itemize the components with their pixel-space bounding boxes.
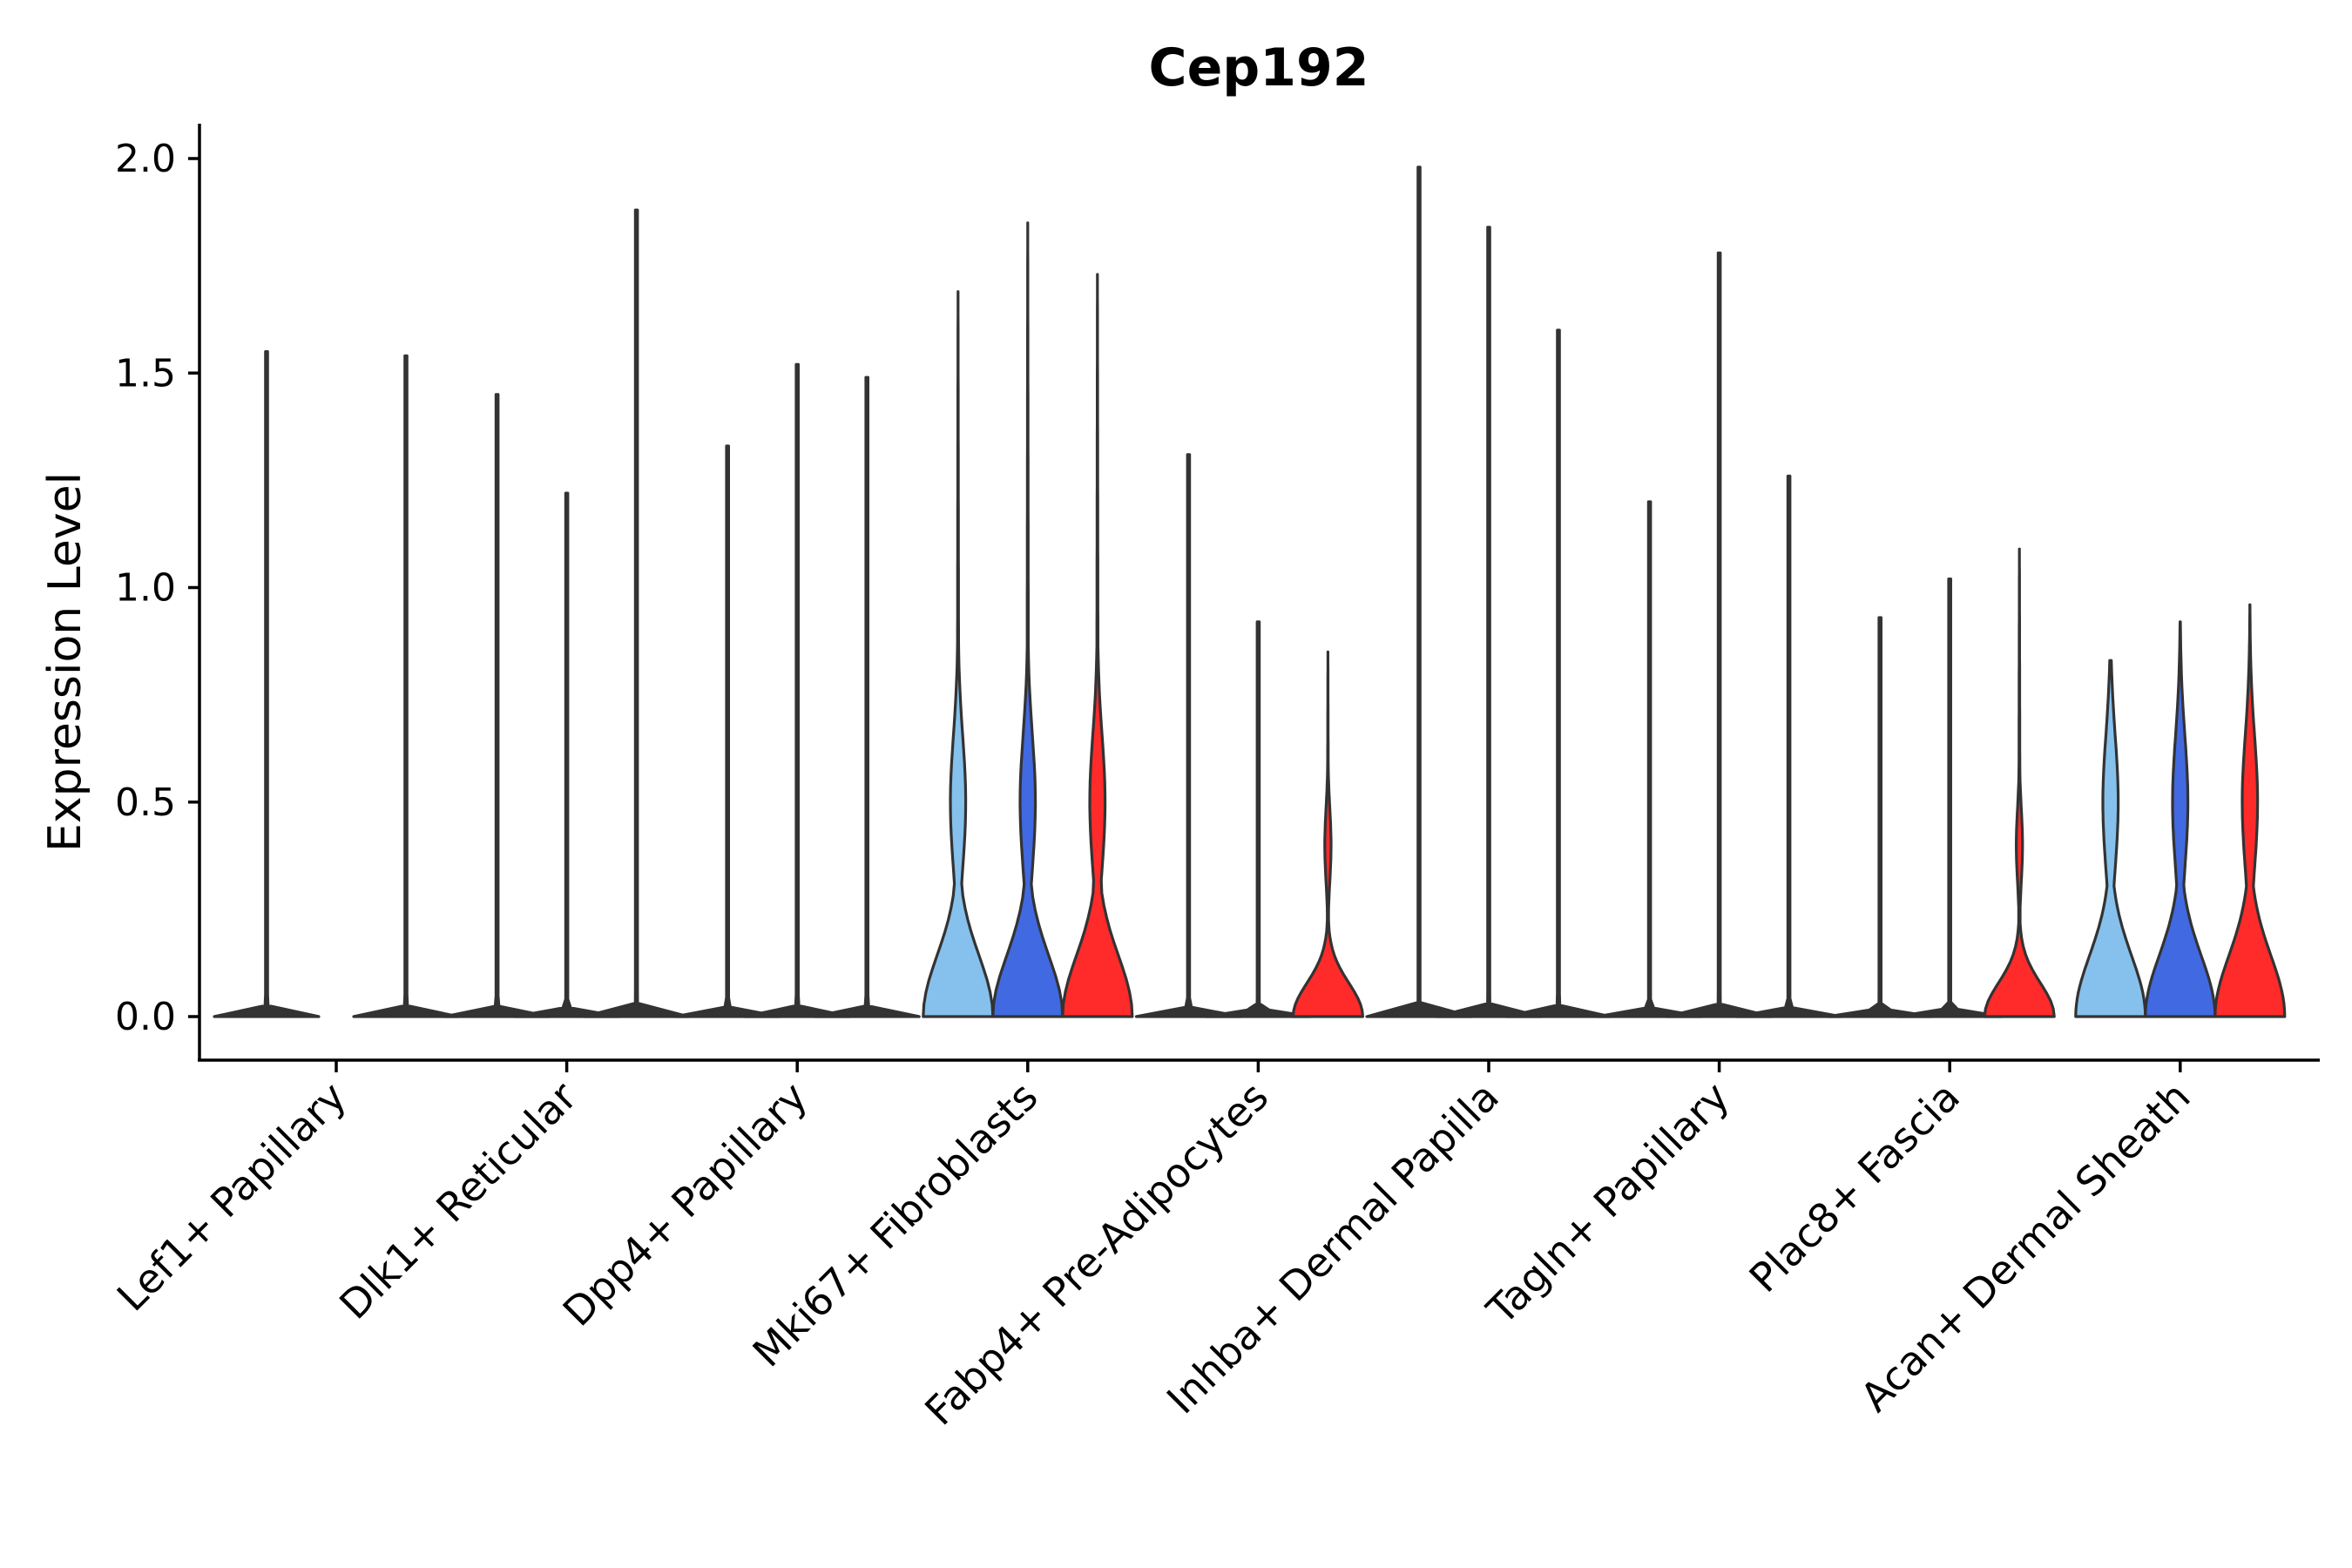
violin-2-cat-6 — [1435, 226, 1543, 1018]
violin-2-cat-4 — [991, 221, 1064, 1018]
violin-3-cat-2 — [583, 208, 691, 1018]
violin-2-cat-5 — [1204, 620, 1312, 1018]
violin-2-cat-7 — [1666, 251, 1774, 1018]
violin-3-cat-5 — [1291, 650, 1364, 1018]
y-axis-label: Expression Level — [39, 472, 91, 852]
violin-3-cat-7 — [1735, 474, 1843, 1018]
y-tick-label: 1.0 — [115, 566, 176, 611]
violin-3-cat-1 — [352, 354, 460, 1018]
y-tick-label: 0.5 — [115, 781, 176, 825]
violin-3-cat-3 — [813, 375, 921, 1018]
violin-1-cat-4 — [922, 290, 995, 1018]
violin-3-cat-9 — [2213, 603, 2287, 1018]
violin-1-cat-3 — [673, 444, 781, 1018]
x-tick-label: Dlk1+ Reticular — [330, 1073, 585, 1328]
violin-1-cat-1 — [213, 350, 321, 1018]
x-tick-label: Plac8+ Fascia — [1740, 1073, 1969, 1301]
violin-2-cat-2 — [513, 491, 621, 1018]
violin-1-cat-7 — [1596, 500, 1704, 1018]
x-tick-label: Lef1+ Papillary — [108, 1073, 355, 1321]
violin-1-cat-8 — [1826, 616, 1934, 1018]
violin-1-cat-9 — [2074, 659, 2147, 1018]
violin-1-cat-6 — [1365, 166, 1473, 1018]
y-ticks: 0.0 0.5 1.0 1.5 2.0 — [115, 137, 199, 1039]
chart-title: Cep192 — [1149, 37, 1369, 98]
violin-2-cat-3 — [743, 362, 851, 1018]
violin-2-cat-8 — [1896, 578, 2004, 1018]
y-tick-label: 1.5 — [115, 351, 176, 395]
y-tick-label: 2.0 — [115, 137, 176, 181]
violin-3-cat-6 — [1504, 328, 1612, 1018]
violin-3-cat-8 — [1983, 547, 2056, 1018]
violin-2-cat-9 — [2144, 620, 2217, 1018]
violin-3-cat-4 — [1061, 273, 1134, 1018]
x-tick-label: Tagln+ Papillary — [1477, 1073, 1739, 1335]
violin-1-cat-5 — [1134, 453, 1242, 1018]
x-tick-label: Dpp4+ Papillary — [554, 1073, 816, 1335]
y-tick-label: 0.0 — [115, 995, 176, 1039]
violin-1-cat-2 — [443, 393, 551, 1018]
violin-layer — [213, 166, 2287, 1018]
